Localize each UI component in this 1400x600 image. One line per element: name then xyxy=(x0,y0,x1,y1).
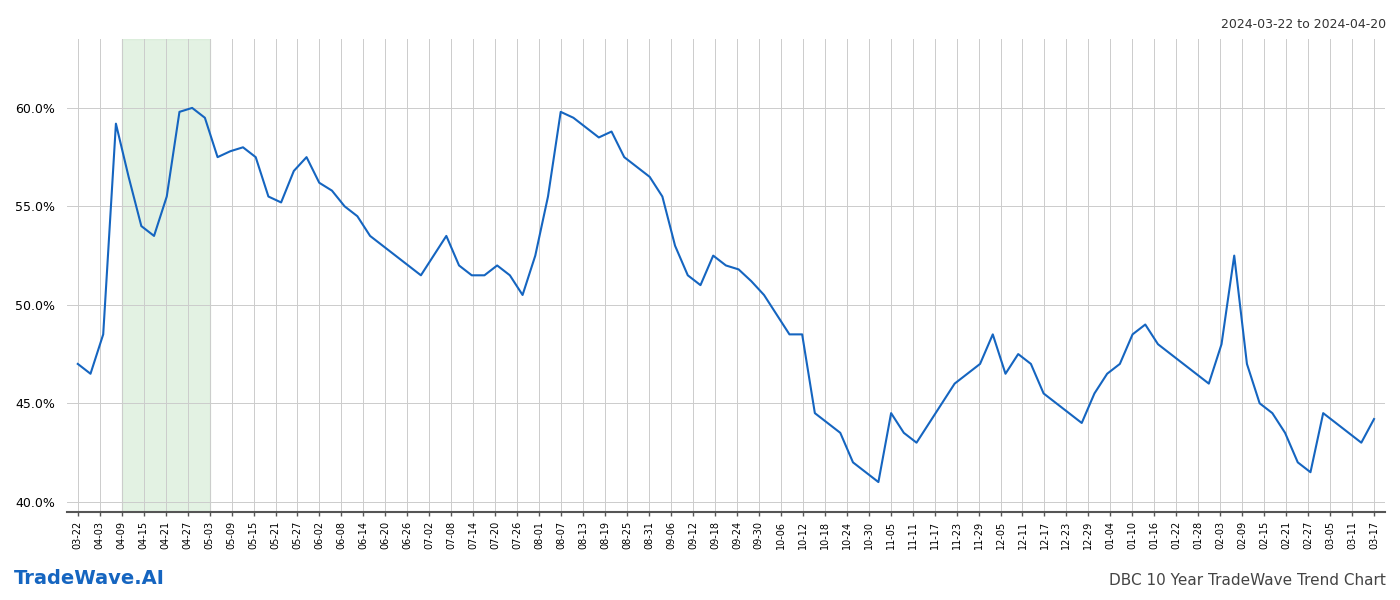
Text: TradeWave.AI: TradeWave.AI xyxy=(14,569,165,588)
Text: DBC 10 Year TradeWave Trend Chart: DBC 10 Year TradeWave Trend Chart xyxy=(1109,573,1386,588)
Bar xyxy=(122,39,210,512)
Text: 2024-03-22 to 2024-04-20: 2024-03-22 to 2024-04-20 xyxy=(1221,18,1386,31)
